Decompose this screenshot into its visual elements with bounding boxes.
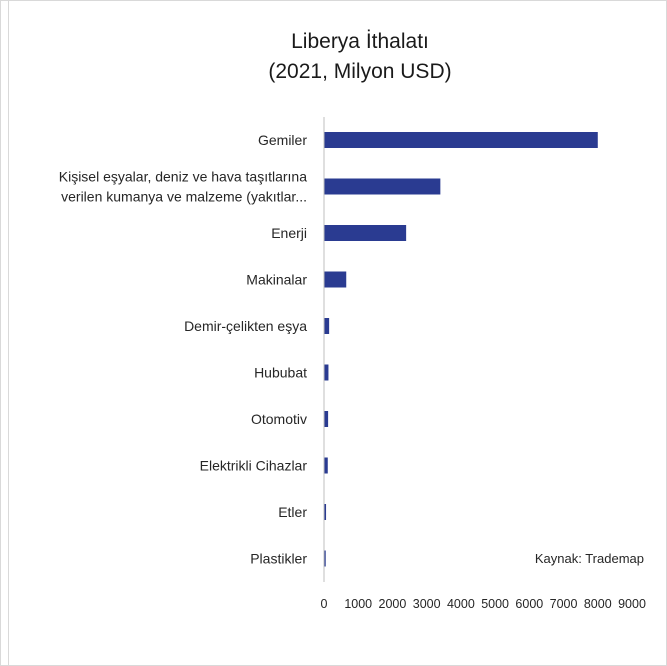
category-label-9: Plastikler [250,551,307,567]
x-tick-label-6: 6000 [515,597,543,611]
x-tick-label-2: 2000 [379,597,407,611]
category-label-6: Otomotiv [251,411,307,427]
category-label-7: Elektrikli Cihazlar [200,458,308,474]
chart-title-line-1: Liberya İthalatı [291,30,429,53]
category-label-1-line-1: verilen kumanya ve malzeme (yakıtlar... [61,189,307,205]
category-label-0: Gemiler [258,132,307,148]
bar-2 [324,225,407,241]
category-label-8: Etler [278,504,307,520]
x-tick-label-5: 5000 [481,597,509,611]
bar-3 [324,271,347,288]
bars [324,132,598,567]
x-tick-label-1: 1000 [344,597,372,611]
category-label-2: Enerji [271,225,307,241]
left-border-line [8,0,9,666]
bar-7 [324,457,328,474]
x-tick-label-9: 9000 [618,597,646,611]
category-label-4: Demir-çelikten eşya [184,318,307,334]
x-tick-label-7: 7000 [550,597,578,611]
bar-1 [324,178,441,195]
category-label-5: Hububat [254,365,307,381]
bar-9 [324,550,326,567]
x-tick-labels: 0 1000 2000 3000 4000 5000 6000 7000 8000 9000 [321,597,646,611]
category-label-1-line-0: Kişisel eşyalar, deniz ve hava taşıtları… [59,169,307,185]
bar-0 [324,132,598,148]
category-label-3: Makinalar [246,272,307,288]
bar-4 [324,318,330,334]
x-tick-label-0: 0 [321,597,328,611]
bar-6 [324,411,329,427]
bar-5 [324,364,329,381]
x-tick-label-4: 4000 [447,597,475,611]
x-tick-label-8: 8000 [584,597,612,611]
category-labels: Gemiler Kişisel eşyalar, deniz ve hava ta… [59,132,308,567]
source-note: Kaynak: Trademap [535,551,644,566]
chart-title-line-2: (2021, Milyon USD) [268,60,451,83]
bar-8 [324,504,327,520]
x-tick-label-3: 3000 [413,597,441,611]
